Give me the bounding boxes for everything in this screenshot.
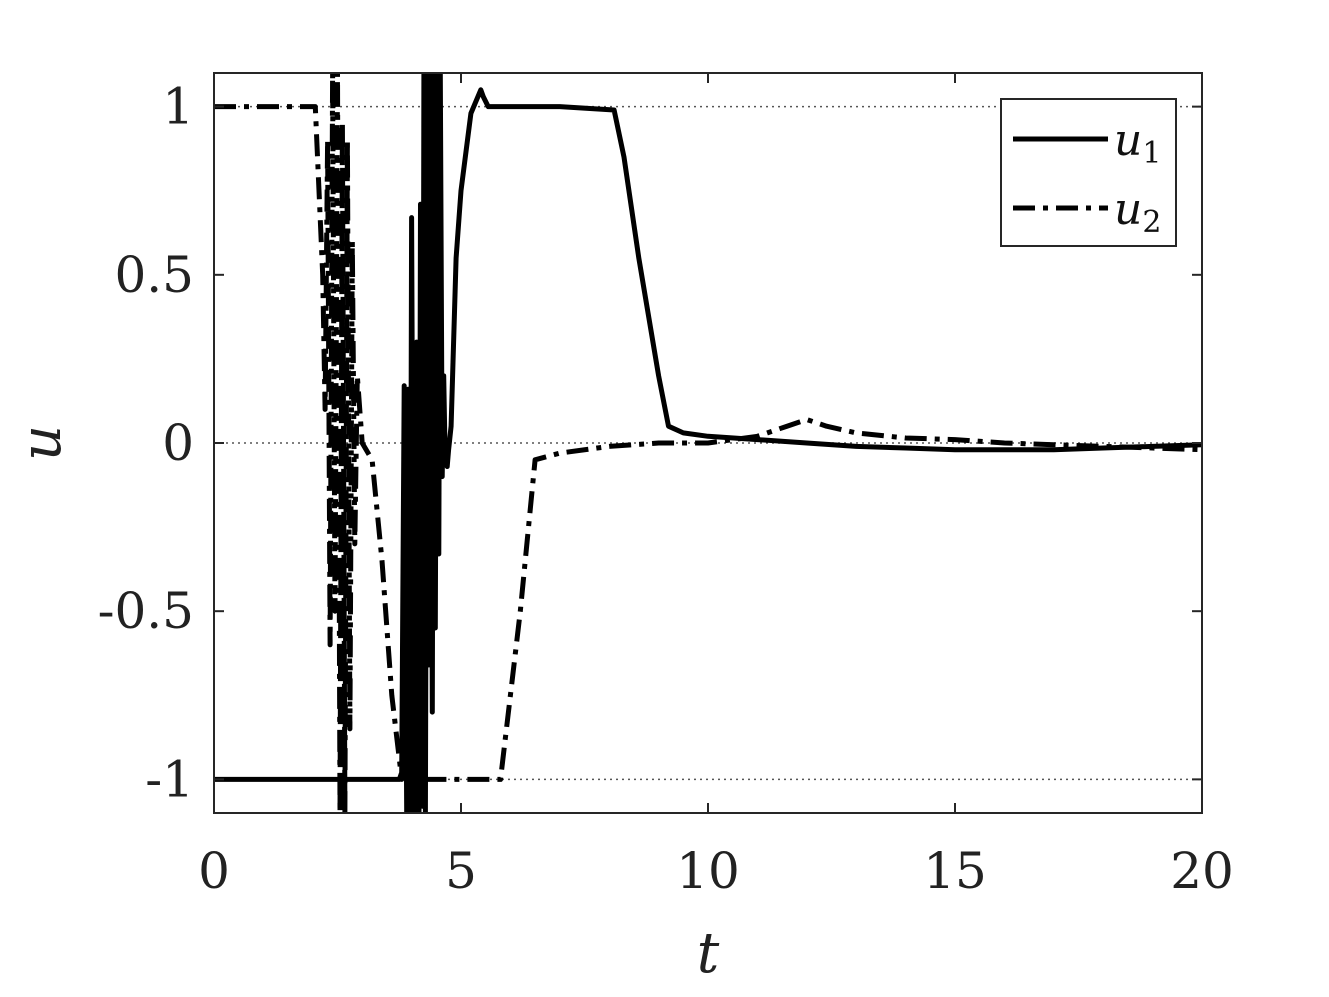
x-axis-label: t [697, 921, 720, 986]
series-layer [214, 73, 1202, 813]
legend-label-u1-name: u [1114, 115, 1142, 166]
legend-entry-u1: u1 [1114, 115, 1161, 171]
y-tick-label: 0.5 [114, 246, 194, 304]
y-tick-label: -0.5 [98, 582, 194, 640]
legend-label-u2-subscript: 2 [1142, 205, 1161, 240]
x-tick-label: 20 [1170, 842, 1234, 900]
y-tick-label: -1 [145, 750, 194, 808]
x-tick-label: 5 [445, 842, 477, 900]
x-tick-label: 15 [923, 842, 987, 900]
x-tick-label: 0 [198, 842, 230, 900]
y-tick-label: 0 [162, 414, 194, 472]
legend-label-u1-subscript: 1 [1142, 136, 1161, 171]
y-axis-label: u [9, 425, 74, 461]
series-line-u1 [214, 73, 1202, 813]
legend: u1 u2 [1000, 98, 1177, 247]
series-line-u2 [214, 73, 1202, 813]
legend-box [1000, 98, 1177, 247]
axis-ticks [213, 73, 1203, 813]
legend-entry-u2: u2 [1114, 184, 1161, 240]
tick-labels: 0 5 10 15 20 -1 -0.5 0 0.5 1 [98, 78, 1234, 900]
x-tick-label: 10 [676, 842, 740, 900]
y-tick-label: 1 [162, 78, 194, 136]
legend-label-u2-name: u [1114, 184, 1142, 235]
